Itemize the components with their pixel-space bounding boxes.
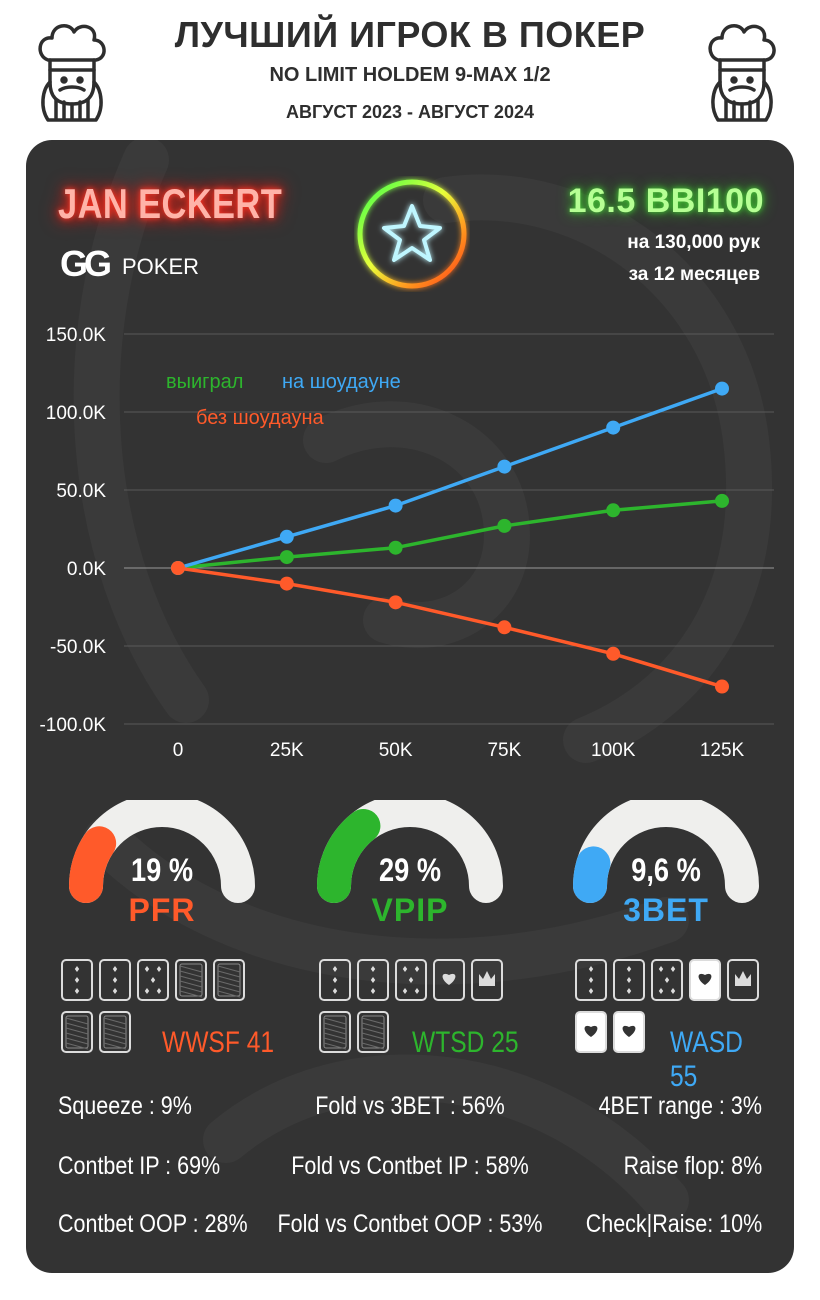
- stat-squeeze: Squeeze : 9%: [58, 1092, 192, 1120]
- page-title: ЛУЧШИЙ ИГРОК В ПОКЕР: [174, 14, 646, 55]
- data-point: [606, 503, 621, 518]
- 3bet-label: 3BET: [623, 892, 709, 928]
- gauge-fill: [317, 808, 381, 903]
- x-tick-label: 75K: [487, 740, 521, 761]
- data-point: [715, 679, 729, 694]
- chef-mascot-icon: [38, 24, 106, 122]
- data-point: [715, 493, 729, 508]
- star-badge-icon: [357, 179, 467, 289]
- data-point: [388, 595, 403, 610]
- series-line: [177, 499, 723, 570]
- y-tick-label: 100.0K: [46, 403, 107, 424]
- legend-entry: на шоудауне: [282, 371, 401, 393]
- wwsf-stat: WWSF 41: [162, 1026, 275, 1059]
- stats-panel: JAN ECKERT GG POKER 16.5 BBI100 на 130,0…: [26, 140, 794, 1273]
- legend-entry: без шоудауна: [196, 407, 325, 429]
- vpip-label: VPIP: [371, 892, 449, 928]
- series-line: [177, 566, 723, 689]
- playing-card-icon: [613, 959, 645, 1001]
- pfr-gauge: [69, 800, 255, 903]
- playing-card-icon: [471, 959, 503, 1001]
- data-point: [279, 529, 294, 544]
- playing-card-icon: [727, 959, 759, 1001]
- playing-card-icon: [575, 959, 607, 1001]
- stat-fold-vs-contbet-oop: Fold vs Contbet OOP : 53%: [277, 1210, 543, 1238]
- vpip-value: 29 %: [379, 852, 441, 888]
- card-icons: [61, 959, 759, 1053]
- data-point: [606, 646, 621, 661]
- gauge-fill: [69, 826, 117, 903]
- stat-contbet-ip: Contbet IP : 69%: [58, 1152, 221, 1180]
- y-tick-label: 50.0K: [56, 481, 106, 502]
- playing-card-icon: [613, 1011, 645, 1053]
- date-range: АВГУСТ 2023 - АВГУСТ 2024: [286, 102, 534, 122]
- pfr-value: 19 %: [131, 852, 193, 888]
- y-tick-label: 0.0K: [67, 559, 106, 580]
- data-point: [715, 381, 729, 396]
- player-name: JAN ECKERT: [58, 180, 283, 227]
- playing-card-icon: [357, 959, 389, 1001]
- y-tick-label: -50.0K: [50, 637, 106, 658]
- winnings-chart: 150.0K 100.0K 50.0K 0.0K -50.0K -100.0K 0 25K 50…: [39, 325, 774, 761]
- playing-card-icon: [575, 1011, 607, 1053]
- playing-card-icon: [213, 959, 245, 1001]
- data-point: [171, 561, 185, 575]
- data-point: [497, 459, 512, 474]
- x-tick-label: 100K: [591, 740, 636, 761]
- playing-card-icon: [319, 959, 351, 1001]
- data-point: [388, 498, 403, 513]
- wtsd-stat: WTSD 25: [412, 1026, 519, 1059]
- stat-raise-flop: Raise flop: 8%: [623, 1152, 762, 1180]
- playing-card-icon: [61, 1011, 93, 1053]
- x-tick-label: 25K: [270, 740, 304, 761]
- series-line: [177, 386, 723, 570]
- playing-card-icon: [651, 959, 683, 1001]
- 3bet-value: 9,6 %: [631, 852, 701, 888]
- x-tick-label: 0: [173, 740, 184, 761]
- x-tick-label: 125K: [700, 740, 745, 761]
- legend-entry: выиграл: [166, 371, 243, 393]
- header: ЛУЧШИЙ ИГРОК В ПОКЕР NO LIMIT HOLDEM 9-M…: [0, 0, 820, 140]
- months-played: за 12 месяцев: [628, 264, 760, 285]
- playing-card-icon: [61, 959, 93, 1001]
- game-format: NO LIMIT HOLDEM 9-MAX 1/2: [269, 64, 551, 86]
- gauge-fill: [573, 846, 611, 903]
- ggpoker-logo: GG POKER: [60, 244, 199, 284]
- stat-contbet-oop: Contbet OOP : 28%: [58, 1210, 248, 1238]
- x-tick-label: 50K: [379, 740, 413, 761]
- data-point: [497, 620, 512, 635]
- stat-4bet-range: 4BET range : 3%: [598, 1092, 762, 1120]
- playing-card-icon: [99, 1011, 131, 1053]
- playing-card-icon: [99, 959, 131, 1001]
- stat-fold-vs-contbet-ip: Fold vs Contbet IP : 58%: [291, 1152, 529, 1180]
- playing-card-icon: [175, 959, 207, 1001]
- data-point: [279, 550, 294, 565]
- y-tick-label: -100.0K: [39, 715, 106, 736]
- stat-fold-vs-3bet: Fold vs 3BET : 56%: [315, 1092, 505, 1120]
- winrate: 16.5 BBI100: [567, 182, 764, 220]
- hands-played: на 130,000 рук: [627, 232, 760, 253]
- stat-check-raise: Check|Raise: 10%: [585, 1210, 762, 1238]
- data-point: [279, 576, 294, 591]
- pfr-label: PFR: [128, 892, 196, 928]
- playing-card-icon: [395, 959, 427, 1001]
- data-point: [388, 540, 403, 555]
- playing-card-icon: [319, 1011, 351, 1053]
- y-tick-label: 150.0K: [46, 325, 107, 346]
- playing-card-icon: [689, 959, 721, 1001]
- vpip-gauge: [317, 800, 503, 903]
- background-watermark: [73, 140, 773, 1223]
- data-point: [497, 518, 512, 533]
- logo-gg: GG: [60, 244, 110, 284]
- wasd-stat: WASD 55: [670, 1026, 743, 1093]
- chef-mascot-icon: [708, 24, 776, 122]
- logo-poker: POKER: [122, 254, 199, 279]
- playing-card-icon: [433, 959, 465, 1001]
- playing-card-icon: [357, 1011, 389, 1053]
- data-point: [606, 420, 621, 435]
- 3bet-gauge: [573, 800, 759, 903]
- playing-card-icon: [137, 959, 169, 1001]
